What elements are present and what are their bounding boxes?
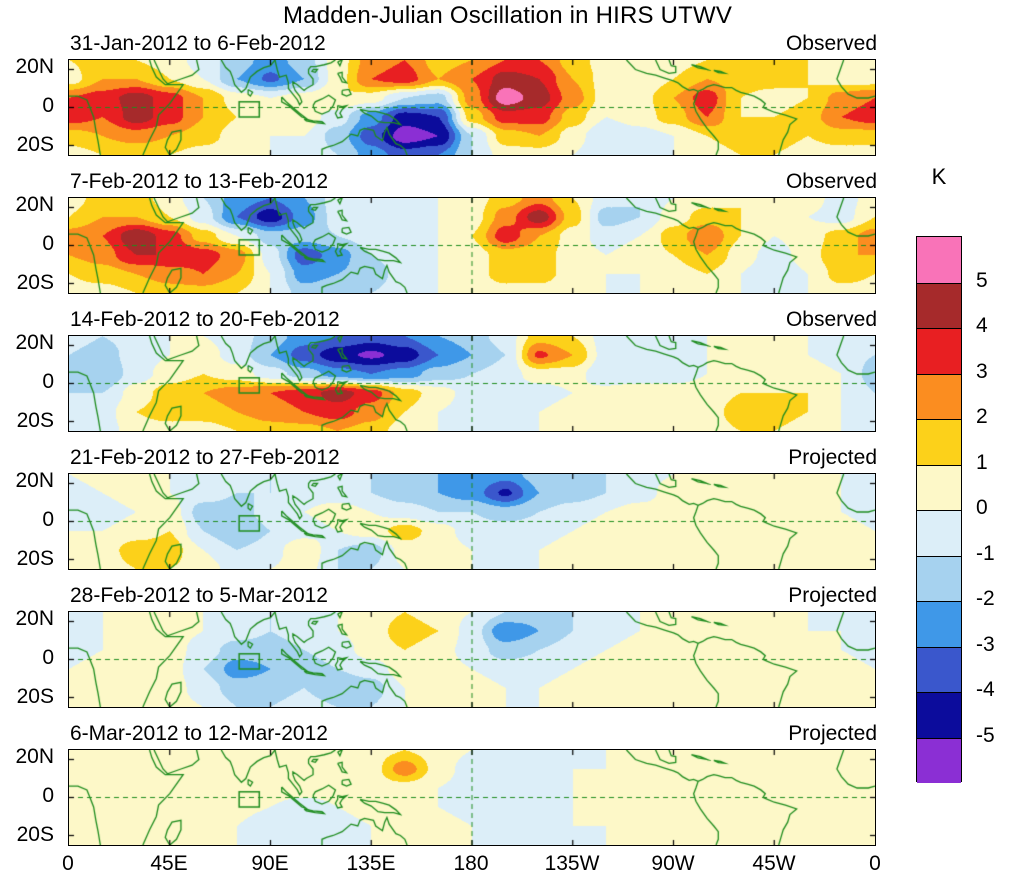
y-tick-20n: 20N: [15, 745, 54, 768]
panel-1: 31-Jan-2012 to 6-Feb-2012 Observed 20N 0…: [0, 32, 1015, 164]
colorbar-tick--5: -5: [976, 723, 995, 747]
colorbar-tick-1: 1: [976, 450, 988, 474]
panel-2-header: 7-Feb-2012 to 13-Feb-2012 Observed: [68, 170, 877, 196]
colorbar-tick-2: 2: [976, 405, 988, 428]
y-tick-0: 0: [42, 508, 54, 531]
panel-5-header: 28-Feb-2012 to 5-Mar-2012 Projected: [68, 584, 877, 610]
colorbar-tick--4: -4: [976, 678, 995, 701]
colorbar-tick-0: 0: [976, 496, 988, 519]
panel-6-header: 6-Mar-2012 to 12-Mar-2012 Projected: [68, 722, 877, 748]
panel-6-date-range: 6-Mar-2012 to 12-Mar-2012: [70, 722, 328, 745]
panel-6-type-label: Projected: [788, 722, 877, 745]
panel-4-y-axis: 20N 0 20S: [0, 469, 60, 570]
y-tick-20n: 20N: [15, 331, 54, 354]
anomaly-map-panel-3: [68, 335, 876, 432]
colorbar-tick-4: 4: [976, 314, 988, 337]
colorbar-cell-4: [917, 419, 961, 465]
y-tick-0: 0: [42, 646, 54, 669]
panel-4-header: 21-Feb-2012 to 27-Feb-2012 Projected: [68, 446, 877, 472]
colorbar-tick-5: 5: [976, 268, 988, 292]
panel-2-type-label: Observed: [785, 170, 877, 193]
colorbar-cell-3: [917, 373, 961, 419]
colorbar-tick-3: 3: [976, 359, 988, 383]
anomaly-map-panel-5: [68, 611, 876, 708]
colorbar-gradient: [916, 236, 962, 783]
panel-5-date-range: 28-Feb-2012 to 5-Mar-2012: [70, 584, 328, 607]
x-tick-135e: 135E: [346, 852, 396, 875]
x-tick-0: 0: [62, 852, 74, 875]
panel-5: 28-Feb-2012 to 5-Mar-2012 Projected 20N …: [0, 584, 1015, 716]
colorbar-tick--2: -2: [976, 587, 995, 610]
colorbar-cell-10: [917, 692, 961, 738]
colorbar-cell-6: [917, 510, 961, 556]
panel-1-y-axis: 20N 0 20S: [0, 55, 60, 156]
colorbar-cell-7: [917, 555, 961, 601]
panel-2: 7-Feb-2012 to 13-Feb-2012 Observed 20N 0…: [0, 170, 1015, 302]
anomaly-map-panel-6: [68, 749, 876, 846]
panel-1-header: 31-Jan-2012 to 6-Feb-2012 Observed: [68, 32, 877, 58]
panel-3-type-label: Observed: [785, 308, 877, 331]
panel-6-y-axis: 20N 0 20S: [0, 745, 60, 846]
figure-title: Madden-Julian Oscillation in HIRS UTWV: [282, 2, 733, 29]
colorbar: K 5 4 3 2 1 0 -1 -2 -3 -4 -5: [916, 164, 995, 783]
colorbar-cell-9: [917, 646, 961, 692]
x-tick-135w: 135W: [544, 852, 600, 875]
colorbar-cell-8: [917, 601, 961, 647]
x-tick-45e: 45E: [150, 852, 188, 875]
colorbar-cell-5: [917, 464, 961, 510]
x-tick-90w: 90W: [651, 852, 695, 875]
panel-3-header: 14-Feb-2012 to 20-Feb-2012 Observed: [68, 308, 877, 334]
x-tick-45w: 45W: [752, 852, 796, 875]
y-tick-0: 0: [42, 370, 54, 393]
panel-2-date-range: 7-Feb-2012 to 13-Feb-2012: [70, 170, 328, 193]
colorbar-cell-2: [917, 328, 961, 374]
panel-3-y-axis: 20N 0 20S: [0, 331, 60, 432]
y-tick-0: 0: [42, 94, 54, 117]
panel-3-date-range: 14-Feb-2012 to 20-Feb-2012: [70, 308, 340, 331]
x-axis: 0 45E 90E 135E 180 135W 90W 45W 0: [0, 852, 1015, 880]
colorbar-cell-0: [917, 237, 961, 283]
y-tick-20s: 20S: [16, 823, 54, 846]
anomaly-map-panel-2: [68, 197, 876, 294]
panel-2-y-axis: 20N 0 20S: [0, 193, 60, 294]
y-tick-20s: 20S: [16, 547, 54, 570]
y-tick-20s: 20S: [16, 409, 54, 432]
y-tick-20n: 20N: [15, 607, 54, 630]
y-tick-20s: 20S: [16, 271, 54, 294]
y-tick-20n: 20N: [15, 193, 54, 216]
panel-1-date-range: 31-Jan-2012 to 6-Feb-2012: [70, 32, 326, 55]
colorbar-cell-11: [917, 737, 961, 783]
colorbar-cell-1: [917, 282, 961, 328]
y-tick-20s: 20S: [16, 685, 54, 708]
panel-4: 21-Feb-2012 to 27-Feb-2012 Projected 20N…: [0, 446, 1015, 578]
x-tick-0-right: 0: [869, 852, 881, 875]
y-tick-0: 0: [42, 232, 54, 255]
y-tick-20n: 20N: [15, 469, 54, 492]
panel-4-type-label: Projected: [788, 446, 877, 469]
panel-5-y-axis: 20N 0 20S: [0, 607, 60, 708]
panel-4-date-range: 21-Feb-2012 to 27-Feb-2012: [70, 446, 340, 469]
y-tick-20s: 20S: [16, 133, 54, 156]
anomaly-map-panel-1: [68, 59, 876, 156]
panel-5-type-label: Projected: [788, 584, 877, 607]
panel-6: 6-Mar-2012 to 12-Mar-2012 Projected 20N …: [0, 722, 1015, 854]
panel-3: 14-Feb-2012 to 20-Feb-2012 Observed 20N …: [0, 308, 1015, 440]
x-tick-90e: 90E: [251, 852, 289, 875]
colorbar-tick--1: -1: [976, 541, 995, 565]
y-tick-0: 0: [42, 784, 54, 807]
anomaly-map-panel-4: [68, 473, 876, 570]
colorbar-unit-label: K: [931, 164, 947, 189]
panel-1-type-label: Observed: [785, 32, 877, 55]
colorbar-tick--3: -3: [976, 632, 995, 656]
x-tick-180: 180: [453, 852, 489, 875]
y-tick-20n: 20N: [15, 55, 54, 78]
